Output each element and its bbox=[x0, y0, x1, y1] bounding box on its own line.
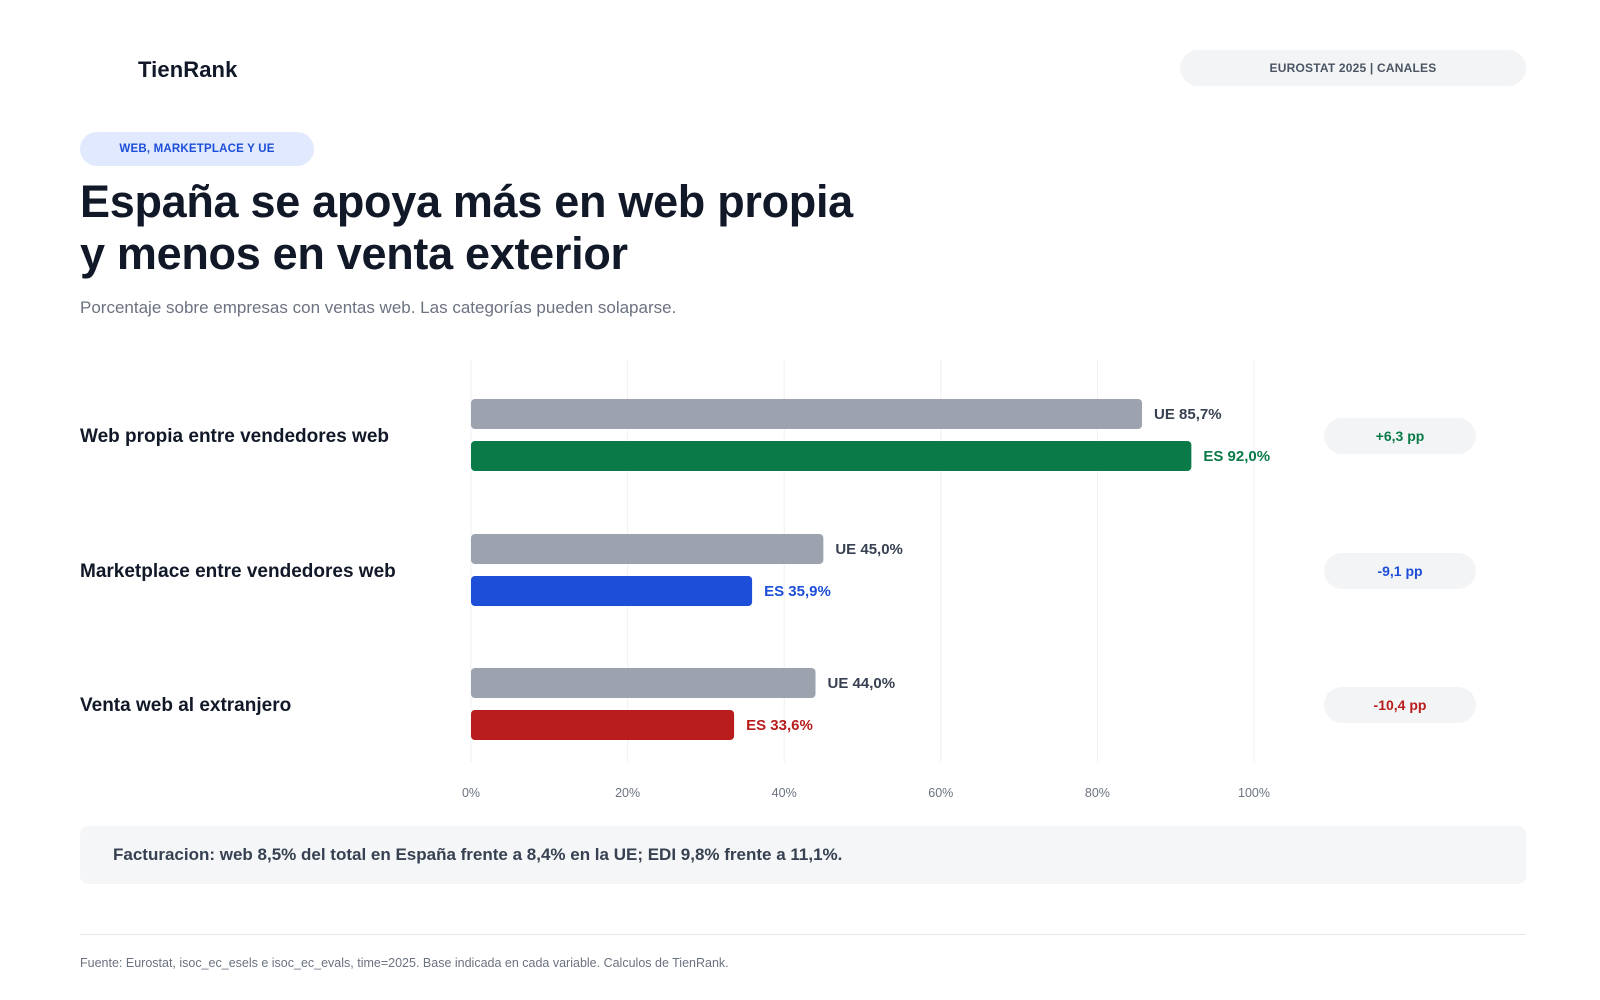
x-tick-label: 0% bbox=[462, 786, 480, 800]
x-tick-label: 100% bbox=[1238, 786, 1270, 800]
category-label: Web propia entre vendedores web bbox=[80, 426, 389, 447]
title-line-2: y menos en venta exterior bbox=[80, 228, 628, 279]
difference-label: +6,3 pp bbox=[1376, 428, 1425, 444]
data-label-ue: UE 45,0% bbox=[835, 541, 903, 558]
footer-divider bbox=[80, 934, 1526, 935]
bar-es bbox=[471, 441, 1192, 471]
data-label-es: ES 33,6% bbox=[746, 717, 813, 734]
data-label-ue: UE 44,0% bbox=[828, 675, 896, 692]
bar-ue bbox=[471, 668, 816, 698]
bar-es bbox=[471, 710, 735, 740]
bar-ue bbox=[471, 399, 1143, 429]
difference-label: -9,1 pp bbox=[1377, 563, 1422, 579]
brand: TienRank bbox=[80, 50, 237, 90]
data-label-es: ES 92,0% bbox=[1203, 448, 1270, 465]
comparison-bar-chart: 0% 20% 40% 60% 80% 100% Web propia entre vende… bbox=[80, 360, 1476, 800]
category-label: Venta web al extranjero bbox=[80, 695, 291, 716]
brand-logo-icon bbox=[80, 50, 128, 90]
x-tick-label: 80% bbox=[1085, 786, 1110, 800]
difference-label: -10,4 pp bbox=[1374, 697, 1427, 713]
page-title: España se apoya más en web propia y meno… bbox=[80, 176, 980, 280]
x-tick-label: 20% bbox=[615, 786, 640, 800]
difference-badge bbox=[1324, 687, 1476, 723]
note-box: Facturacion: web 8,5% del total en Españ… bbox=[80, 826, 1526, 884]
category-label: Marketplace entre vendedores web bbox=[80, 561, 396, 582]
data-label-ue: UE 85,7% bbox=[1154, 406, 1222, 423]
brand-name: TienRank bbox=[138, 57, 238, 82]
note-text: Facturacion: web 8,5% del total en Españ… bbox=[113, 845, 843, 864]
x-tick-label: 60% bbox=[928, 786, 953, 800]
bar-es bbox=[471, 576, 753, 606]
data-label-es: ES 35,9% bbox=[764, 583, 831, 600]
x-tick-label: 40% bbox=[772, 786, 797, 800]
page-subtitle: Porcentaje sobre empresas con ventas web… bbox=[80, 298, 677, 317]
bar-ue bbox=[471, 534, 824, 564]
source-badge: EUROSTAT 2025 | CANALES bbox=[1180, 50, 1526, 86]
source-footer: Fuente: Eurostat, isoc_ec_esels e isoc_e… bbox=[80, 956, 729, 970]
brand-logo-shape bbox=[80, 50, 128, 90]
section-kicker: WEB, MARKETPLACE Y UE bbox=[80, 132, 314, 166]
difference-badge bbox=[1324, 418, 1476, 454]
difference-badge bbox=[1324, 553, 1476, 589]
title-line-1: España se apoya más en web propia bbox=[80, 176, 853, 227]
